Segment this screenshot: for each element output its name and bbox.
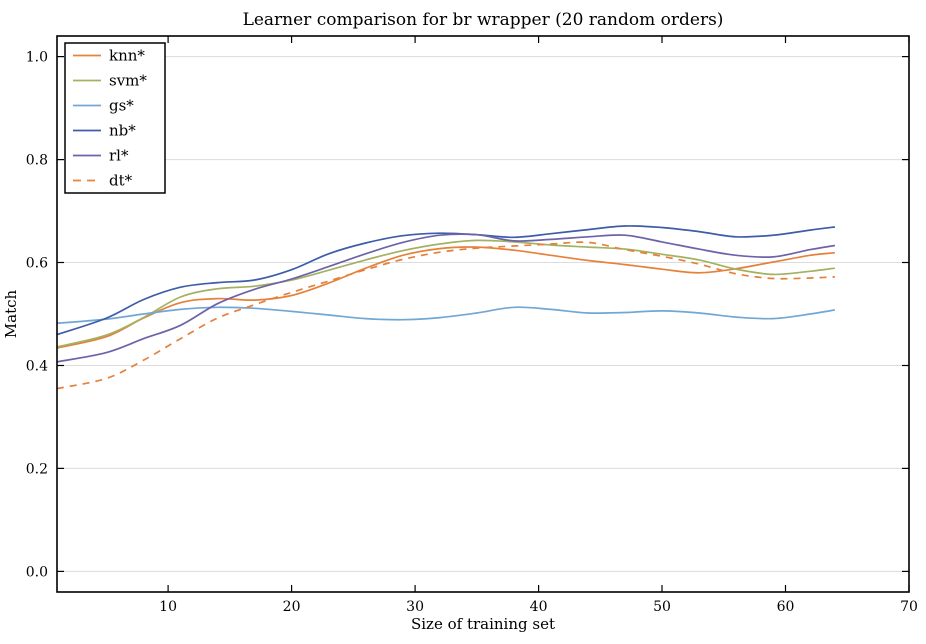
x-tick-label: 40: [530, 599, 548, 615]
legend-item-nb: nb*: [73, 122, 136, 140]
legend-item-svm: svm*: [73, 72, 147, 90]
legend-item-knn: knn*: [73, 47, 145, 65]
legend: knn* svm* gs* nb* rl* dt*: [64, 42, 166, 194]
chart-title: Learner comparison for br wrapper (20 ra…: [243, 10, 724, 30]
y-tick-label: 0.8: [26, 153, 48, 169]
x-tick-label: 60: [777, 599, 795, 615]
legend-label: dt*: [109, 172, 133, 190]
series-line-dt: [56, 241, 835, 390]
series-layer: [56, 225, 836, 390]
legend-box: [64, 42, 166, 194]
grid-layer: [57, 56, 909, 572]
series-line-gs: [56, 306, 836, 325]
series-line-knn: [56, 246, 836, 349]
y-tick-label: 0.0: [26, 564, 48, 580]
y-tick-label: 0.2: [26, 461, 48, 477]
plot-border: [56, 35, 910, 593]
y-axis-label: Match: [2, 289, 20, 338]
series-line-rl: [56, 233, 836, 363]
x-tick-label: 50: [653, 599, 671, 615]
x-axis-label: Size of training set: [411, 615, 555, 633]
series-line-nb: [56, 225, 836, 336]
x-tick-label: 70: [900, 599, 918, 615]
legend-item-rl: rl*: [73, 147, 129, 165]
legend-label: nb*: [109, 122, 136, 140]
x-tick-label: 10: [159, 599, 177, 615]
axes-layer: 10 20 30 40 50 60 70 0.0 0.2 0.4 0.6 0.8 1.0: [26, 35, 918, 615]
x-tick-label: 20: [283, 599, 301, 615]
legend-label: knn*: [109, 47, 145, 65]
legend-label: gs*: [109, 97, 134, 115]
legend-label: svm*: [109, 72, 147, 90]
legend-item-gs: gs*: [73, 97, 134, 115]
legend-item-dt: dt*: [73, 172, 133, 190]
y-tick-label: 0.6: [26, 256, 48, 272]
x-tick-label: 30: [406, 599, 424, 615]
y-tick-label: 0.4: [26, 358, 48, 374]
y-tick-label: 1.0: [26, 50, 48, 66]
series-line-svm: [56, 239, 836, 348]
legend-label: rl*: [109, 147, 129, 165]
